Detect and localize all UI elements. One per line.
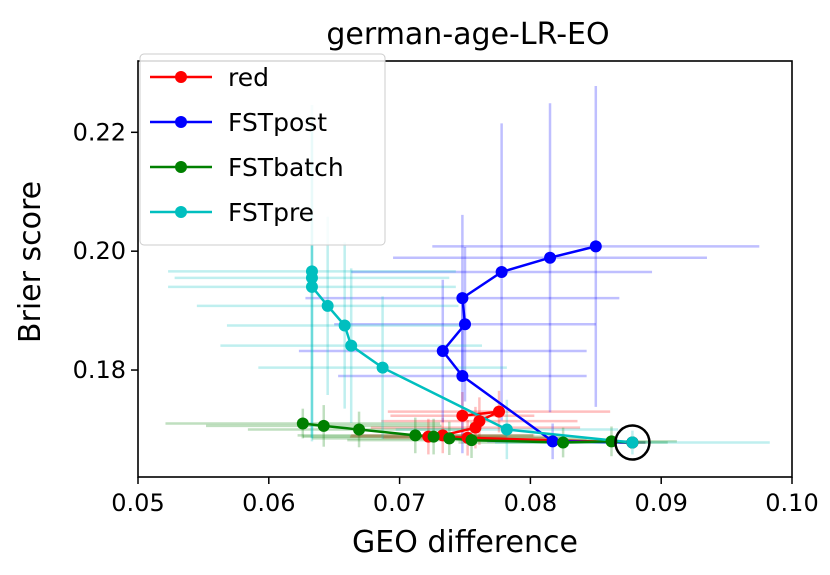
red-point [493,405,506,418]
legend-label-fstpost: FSTpost [228,108,327,137]
fstpre-point [338,319,351,332]
highlight-marker [614,424,651,461]
plot-frame [137,60,793,478]
x-axis-title: GEO difference [352,525,578,560]
legend-label-fstbatch: FSTbatch [228,153,344,182]
legend-label-red: red [228,63,269,92]
fstbatch-point [465,434,478,447]
x-axis-ticks: 0.05 0.06 0.07 0.08 0.09 0.10 [111,477,819,517]
y-tick-label: 0.20 [73,237,126,265]
highlight-circle [614,424,651,461]
fstpre-point [500,423,513,436]
chart-title: german-age-LR-EO [326,17,609,52]
legend-label-fstpre: FSTpre [228,198,314,227]
legend-box [139,53,386,246]
y-axis-title: Brier score [13,181,48,343]
fstbatch-point [557,436,570,449]
y-axis-ticks: 0.18 0.20 0.22 [73,118,138,384]
fstpre-point [305,271,318,284]
legend-marker-fstbatch [175,161,187,173]
fstpre-point [626,436,639,449]
x-tick-label: 0.05 [111,489,164,517]
fstpost-point [456,369,469,382]
fstbatch-point [296,417,309,430]
legend-marker-fstpre [175,206,187,218]
red-point [456,409,469,422]
fstpost-point [495,265,508,278]
red-point [469,421,482,434]
x-tick-label: 0.10 [765,489,818,517]
fstbatch-point [427,430,440,443]
y-tick-label: 0.22 [73,118,126,146]
fstbatch-point [353,423,366,436]
x-tick-label: 0.07 [373,489,426,517]
legend: red FSTpost FSTbatch FSTpre [139,53,386,246]
y-tick-label: 0.18 [73,356,126,384]
x-tick-label: 0.09 [634,489,687,517]
fstpre-point [305,280,318,293]
fstpre-point [345,339,358,352]
fstbatch-point [443,432,456,445]
fstpost-point [436,345,449,358]
fstpost-point [589,240,602,253]
legend-marker-fstpost [175,116,187,128]
fstpost-point [546,435,559,448]
fstpost-point [544,251,557,264]
fstbatch-point [317,419,330,432]
fstbatch-point [409,429,422,442]
x-tick-label: 0.08 [504,489,557,517]
legend-marker-red [175,71,187,83]
fstpost-point [459,318,471,331]
fstpost-point [456,292,469,305]
fstpre-point [321,299,334,312]
x-tick-label: 0.06 [242,489,295,517]
fstpre-point [376,361,389,374]
